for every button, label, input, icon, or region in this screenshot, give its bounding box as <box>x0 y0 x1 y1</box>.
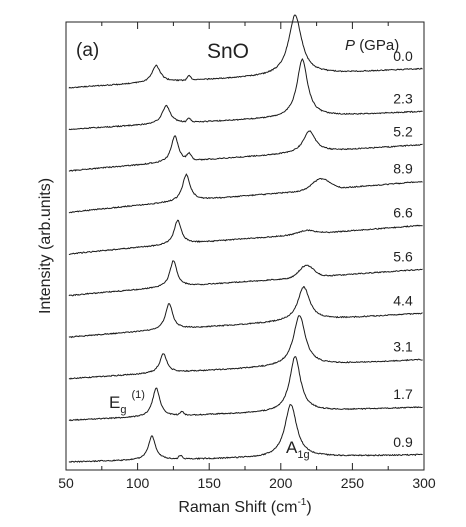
x-axis-label-sup: -1 <box>297 497 306 508</box>
x-tick-label: 250 <box>341 475 365 491</box>
x-ticks <box>65 22 425 470</box>
pressure-label: 1.7 <box>393 386 413 402</box>
pressure-label: 6.6 <box>393 204 413 220</box>
spectrum-trace <box>68 285 423 339</box>
panel-label: (a) <box>76 40 99 61</box>
x-tick-label: 300 <box>412 475 436 491</box>
spectrum-trace <box>68 355 423 422</box>
eg-sub: g <box>120 404 126 416</box>
pressure-labels: 0.0 2.3 5.2 8.9 6.6 5.6 4.4 3.1 1.7 0.9 <box>393 48 413 450</box>
spectrum-trace <box>68 173 423 214</box>
y-axis-label: Intensity (arb.units) <box>37 178 54 314</box>
eg-annotation: Eg (1) <box>109 389 145 416</box>
x-tick-label: 50 <box>58 475 74 491</box>
x-tick-label: 200 <box>269 475 293 491</box>
spectrum-trace <box>68 57 423 131</box>
pressure-label: 5.6 <box>393 248 413 264</box>
spectrum-trace <box>68 14 423 89</box>
a1g-annotation: A1g <box>286 438 310 461</box>
spectrum-trace <box>68 260 423 297</box>
spectrum-trace <box>68 219 423 256</box>
spectrum-trace <box>68 130 423 172</box>
spectra-traces <box>68 14 423 463</box>
pressure-label: 2.3 <box>393 91 413 107</box>
legend-header: P (GPa) <box>345 37 399 54</box>
pressure-label: 0.9 <box>393 434 413 450</box>
pressure-label: 0.0 <box>393 48 413 64</box>
spectrum-trace <box>68 315 423 380</box>
pressure-label: 4.4 <box>393 292 413 308</box>
spectrum-trace <box>68 403 423 463</box>
x-axis-label-main: Raman Shift (cm <box>178 499 297 516</box>
legend-var: P <box>345 37 355 54</box>
chart-title: SnO <box>207 40 249 63</box>
x-tick-label: 100 <box>126 475 150 491</box>
legend-unit: (GPa) <box>359 37 399 54</box>
pressure-label: 8.9 <box>393 160 413 176</box>
x-axis-label-close: ) <box>306 499 311 516</box>
pressure-label: 3.1 <box>393 339 413 355</box>
a1g-sub: 1g <box>297 449 309 461</box>
eg-main: E <box>109 393 120 412</box>
eg-sup: (1) <box>131 389 144 401</box>
x-axis-label: Raman Shift (cm-1) <box>178 497 311 516</box>
x-tick-labels: 50 100 150 200 250 300 <box>58 475 436 491</box>
pressure-label: 5.2 <box>393 124 413 140</box>
x-tick-label: 150 <box>198 475 222 491</box>
a1g-main: A <box>286 438 298 457</box>
